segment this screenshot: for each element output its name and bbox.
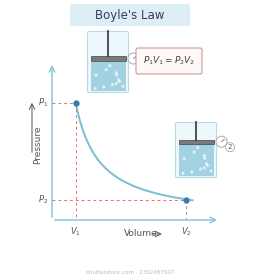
Text: shutterstock.com · 2302487507: shutterstock.com · 2302487507 <box>86 269 174 274</box>
Circle shape <box>118 79 120 81</box>
Circle shape <box>183 157 185 160</box>
Text: Volume: Volume <box>124 230 158 239</box>
Circle shape <box>203 155 205 157</box>
Circle shape <box>203 167 205 169</box>
Circle shape <box>182 172 184 174</box>
Text: Boyle's Law: Boyle's Law <box>95 8 165 22</box>
FancyBboxPatch shape <box>136 48 202 74</box>
Circle shape <box>204 157 206 159</box>
Circle shape <box>105 69 107 71</box>
Circle shape <box>122 85 124 87</box>
Circle shape <box>193 151 195 153</box>
Circle shape <box>95 74 97 76</box>
Circle shape <box>119 80 120 82</box>
Circle shape <box>116 74 118 76</box>
Circle shape <box>200 168 202 170</box>
Circle shape <box>109 65 111 67</box>
Circle shape <box>103 86 105 88</box>
Circle shape <box>112 83 114 86</box>
Text: $V_2$: $V_2$ <box>181 226 192 239</box>
Circle shape <box>191 171 193 173</box>
Bar <box>179 140 213 144</box>
Circle shape <box>225 143 235 152</box>
Bar <box>90 56 126 61</box>
Text: 1: 1 <box>140 61 144 67</box>
Text: $V_1$: $V_1$ <box>70 226 81 239</box>
Circle shape <box>205 163 207 165</box>
Circle shape <box>210 170 212 172</box>
Circle shape <box>115 72 117 74</box>
Circle shape <box>216 136 227 147</box>
Circle shape <box>128 53 139 64</box>
FancyBboxPatch shape <box>88 32 128 92</box>
Circle shape <box>206 164 209 166</box>
Circle shape <box>115 83 117 85</box>
Text: $P_1V_1=P_2V_2$: $P_1V_1=P_2V_2$ <box>143 55 195 67</box>
Circle shape <box>197 146 199 149</box>
Text: $P_2$: $P_2$ <box>38 193 48 206</box>
Text: Pressure: Pressure <box>34 126 42 164</box>
Bar <box>179 144 213 176</box>
Text: $P_1$: $P_1$ <box>38 97 48 109</box>
Bar <box>90 62 126 91</box>
Text: 2: 2 <box>228 144 232 150</box>
Circle shape <box>94 87 96 89</box>
FancyBboxPatch shape <box>176 123 217 178</box>
Circle shape <box>138 60 146 69</box>
FancyBboxPatch shape <box>70 4 190 26</box>
